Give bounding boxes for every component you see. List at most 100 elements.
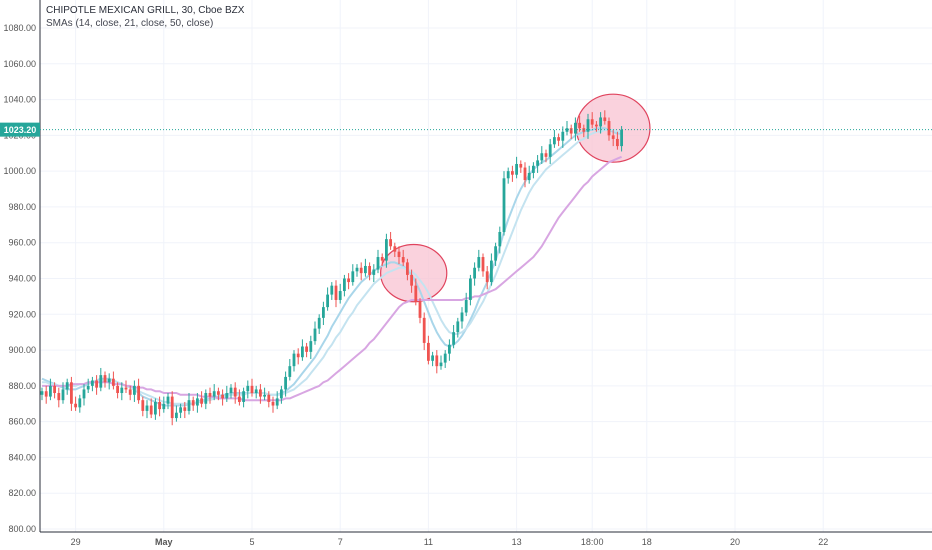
candle-body bbox=[242, 391, 245, 402]
candle-body bbox=[595, 124, 598, 127]
candle-body bbox=[574, 122, 577, 134]
x-tick-label: 7 bbox=[338, 537, 343, 547]
candle-body bbox=[481, 257, 485, 272]
candle-body bbox=[263, 394, 266, 397]
candle-body bbox=[410, 274, 413, 286]
y-tick-label: 920.00 bbox=[8, 309, 36, 319]
x-tick-label: 5 bbox=[249, 537, 254, 547]
x-tick-label: 22 bbox=[818, 537, 828, 547]
candle-body bbox=[78, 398, 82, 408]
candle-body bbox=[443, 353, 447, 363]
x-tick-label: 18:00 bbox=[581, 537, 604, 547]
y-tick-label: 1060.00 bbox=[3, 59, 36, 69]
y-tick-label: 980.00 bbox=[8, 202, 36, 212]
candle-body bbox=[368, 265, 371, 275]
y-tick-label: 1080.00 bbox=[3, 23, 36, 33]
candle-body bbox=[65, 382, 69, 390]
candle-body bbox=[599, 117, 602, 127]
candle-body bbox=[271, 401, 275, 406]
candle-body bbox=[515, 163, 518, 175]
candle-body bbox=[544, 153, 548, 157]
candle-body bbox=[44, 391, 48, 397]
candle-body bbox=[99, 375, 103, 388]
candle-body bbox=[53, 385, 56, 394]
candle-body bbox=[40, 391, 44, 395]
y-tick-label: 1040.00 bbox=[3, 95, 36, 105]
candle-body bbox=[74, 403, 77, 408]
candle-body bbox=[284, 376, 287, 390]
candle-body bbox=[569, 128, 573, 134]
candle-body bbox=[128, 389, 132, 395]
candle-body bbox=[250, 385, 254, 394]
candle-body bbox=[191, 400, 195, 406]
candle-body bbox=[322, 307, 325, 318]
candle-body bbox=[401, 257, 405, 263]
candle-body bbox=[246, 385, 250, 392]
candle-body bbox=[229, 387, 233, 394]
candle-body bbox=[460, 312, 464, 322]
candle-body bbox=[305, 346, 308, 352]
candle-body bbox=[158, 401, 161, 410]
candle-body bbox=[347, 278, 350, 283]
candle-body bbox=[204, 393, 208, 404]
candle-body bbox=[326, 294, 329, 308]
candle-body bbox=[187, 400, 191, 411]
candle-body bbox=[359, 267, 363, 274]
x-tick-label: 18 bbox=[642, 537, 652, 547]
candle-body bbox=[292, 353, 296, 367]
candle-body bbox=[565, 128, 569, 132]
candle-body bbox=[448, 344, 451, 354]
candle-body bbox=[116, 385, 119, 394]
candle-body bbox=[330, 285, 334, 295]
candle-body bbox=[288, 366, 292, 377]
candle-body bbox=[49, 385, 52, 397]
y-tick-label: 840.00 bbox=[8, 452, 36, 462]
candle-body bbox=[296, 353, 300, 358]
candle-body bbox=[145, 405, 149, 411]
last-price-tag bbox=[0, 122, 40, 137]
candle-body bbox=[502, 178, 506, 232]
candle-body bbox=[611, 135, 615, 139]
candle-body bbox=[275, 398, 279, 406]
candle-body bbox=[103, 375, 107, 383]
candle-body bbox=[414, 285, 418, 302]
candle-body bbox=[183, 407, 187, 411]
candle-body bbox=[124, 387, 128, 390]
candle-body bbox=[561, 131, 565, 141]
candle-body bbox=[540, 153, 544, 161]
y-tick-label: 820.00 bbox=[8, 488, 36, 498]
candle-body bbox=[616, 138, 619, 147]
candle-body bbox=[418, 301, 422, 318]
candle-body bbox=[170, 396, 174, 419]
candle-body bbox=[422, 317, 426, 343]
candle-body bbox=[317, 317, 321, 329]
x-tick-label: 13 bbox=[512, 537, 522, 547]
candle-body bbox=[397, 251, 401, 258]
candle-body bbox=[620, 129, 623, 147]
candle-body bbox=[473, 267, 476, 279]
candle-body bbox=[162, 403, 166, 410]
candle-body bbox=[179, 407, 182, 413]
candle-body bbox=[393, 246, 397, 252]
candle-body bbox=[435, 355, 439, 367]
candle-body bbox=[464, 299, 468, 313]
candle-body bbox=[57, 393, 61, 401]
candle-body bbox=[208, 393, 212, 397]
candle-body bbox=[149, 405, 153, 415]
candle-body bbox=[607, 121, 611, 136]
candle-body bbox=[95, 380, 98, 388]
candle-body bbox=[107, 378, 111, 383]
candle-body bbox=[380, 257, 384, 261]
candle-body bbox=[175, 412, 178, 419]
candle-body bbox=[141, 400, 145, 411]
y-tick-label: 880.00 bbox=[8, 381, 36, 391]
candle-body bbox=[351, 271, 355, 283]
candle-body bbox=[120, 387, 124, 394]
candle-body bbox=[578, 122, 581, 129]
candle-body bbox=[456, 321, 460, 333]
y-tick-label: 860.00 bbox=[8, 417, 36, 427]
indicator-legend: SMAs (14, close, 21, close, 50, close) bbox=[46, 18, 214, 29]
candle-body bbox=[389, 239, 392, 247]
